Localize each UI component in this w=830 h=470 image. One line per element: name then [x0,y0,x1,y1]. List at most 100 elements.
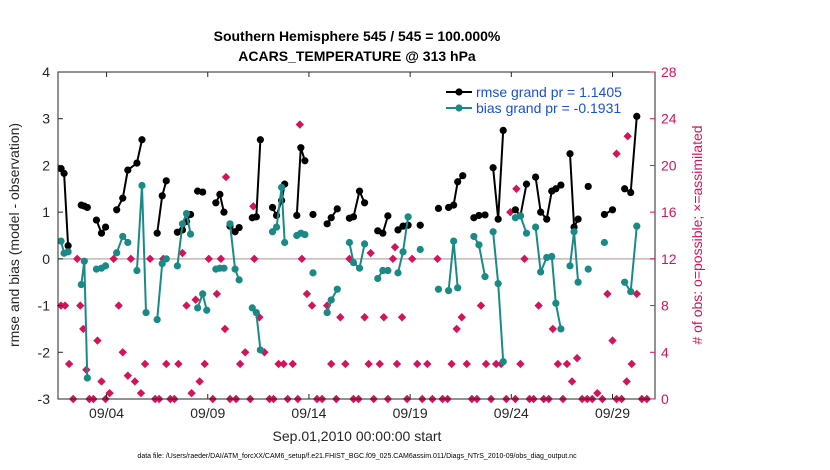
obs-possible-point-111 [562,359,572,369]
bias-point-13-0 [309,269,317,277]
obs-assimilated-point-0 [221,172,231,182]
obs-possible-point-77 [397,313,407,322]
bias-point-20-0 [444,287,453,295]
plot-area [58,72,655,399]
bias-point-19-0 [434,285,443,293]
bias-point-22-2 [499,358,507,366]
obs-assimilated-point-6 [612,149,621,158]
bias-point-1-0 [77,280,85,289]
obs-assimilated-point-4 [390,242,400,252]
obs-possible-point-40 [220,324,230,334]
bias-point-14-1 [327,296,335,304]
rmse-point-2-1 [97,229,106,237]
obs-possible-point-21 [140,359,150,369]
obs-possible-point-119 [603,289,612,299]
rmse-point-13-0 [323,220,331,228]
rmse-point-11-0 [293,211,301,220]
bias-point-11-0 [268,228,277,236]
rmse-point-12-0 [309,210,317,219]
rmse-point-15-1 [379,229,387,237]
bias-point-23-1 [516,212,525,220]
bias-point-6-1 [178,220,187,228]
obs-possible-point-26 [162,359,171,369]
obs-possible-point-102 [520,254,529,264]
rmse-point-21-0 [489,164,497,172]
rmse-point-3-3 [133,159,141,167]
rmse-point-23-0 [532,173,540,181]
rmse-point-7-2 [220,208,228,216]
rmse-point-26-1 [608,206,617,214]
obs-possible-point-33 [191,295,200,304]
rmse-point-15-2 [384,212,392,220]
bias-point-18-0 [416,245,424,254]
bias-point-25-0 [566,262,574,270]
rmse-point-7-0 [212,199,220,207]
bias-point-10-1 [252,308,260,317]
obs-possible-point-76 [392,359,402,369]
bias-point-7-2 [203,306,211,314]
obs-possible-point-11 [97,377,106,386]
rmse-point-25-0 [584,182,592,191]
obs-possible-point-22 [145,254,155,264]
rmse-point-11-1 [297,144,305,152]
bias-point-0-0 [57,237,65,245]
bias-point-17-1 [399,248,407,256]
obs-possible-point-30 [178,248,187,258]
rmse-point-14-1 [349,213,358,221]
obs-possible-point-46 [250,254,259,264]
obs-possible-point-2 [64,359,74,369]
y2-tick-label-2: 8 [661,298,669,314]
y2-tick-label-5: 20 [661,157,677,173]
bias-point-14-2 [333,285,341,293]
obs-possible-point-89 [457,313,466,322]
obs-possible-point-20 [136,388,146,398]
bias-point-27-0 [600,238,609,247]
obs-possible-point-117 [593,388,602,398]
bias-point-20-2 [454,284,462,292]
rmse-point-23-5 [557,181,565,189]
obs-possible-point-34 [195,377,204,386]
legend-bias-marker [455,104,463,112]
obs-possible-point-64 [336,313,345,322]
y2-tick-label-1: 4 [661,344,669,360]
bias-point-21-2 [481,273,489,281]
obs-possible-point-16 [118,348,127,357]
obs-possible-point-17 [123,371,133,380]
bias-line-segment-15 [348,242,366,271]
chart-title-line-1: Southern Hemisphere 545 / 545 = 100.000% [214,28,501,44]
rmse-point-4-2 [162,177,170,185]
obs-possible-point-101 [516,359,525,369]
y2-tick-label-7: 28 [661,64,677,80]
rmse-point-0-2 [64,242,72,250]
bias-point-17-0 [394,269,402,277]
bias-point-25-1 [570,228,578,236]
obs-possible-point-93 [476,301,486,310]
rmse-point-3-0 [113,206,121,214]
bias-point-3-0 [113,249,121,257]
rmse-point-7-1 [216,190,224,198]
obs-possible-point-108 [548,324,558,334]
obs-possible-point-57 [302,289,312,299]
bias-point-7-0 [194,304,202,312]
rmse-point-20-2 [481,211,489,219]
y2-axis-label: # of obs: o=possible; ×=assimilated [689,125,705,344]
bias-point-6-2 [182,209,191,218]
obs-possible-point-44 [240,348,250,357]
rmse-point-19-2 [454,178,462,186]
obs-possible-point-112 [567,377,577,386]
y2-tick-label-3: 12 [661,251,677,267]
obs-possible-point-1 [60,301,70,310]
x-tick-label-5: 09/29 [595,405,630,421]
obs-possible-point-56 [297,254,307,264]
y2-tick-label-0: 0 [661,391,669,407]
obs-assimilated-point-1 [249,202,258,211]
y-tick-label-5: 2 [42,157,50,173]
obs-possible-point-109 [553,359,563,369]
bias-point-11-3 [281,238,289,247]
obs-possible-point-15 [114,301,123,310]
obs-possible-point-51 [274,359,283,369]
ticks-layer: 09/04 09/09 09/14 09/19 09/24 09/29-3-2-10123… [38,64,677,421]
rmse-point-9-2 [256,136,264,144]
obs-possible-point-4 [73,254,82,264]
